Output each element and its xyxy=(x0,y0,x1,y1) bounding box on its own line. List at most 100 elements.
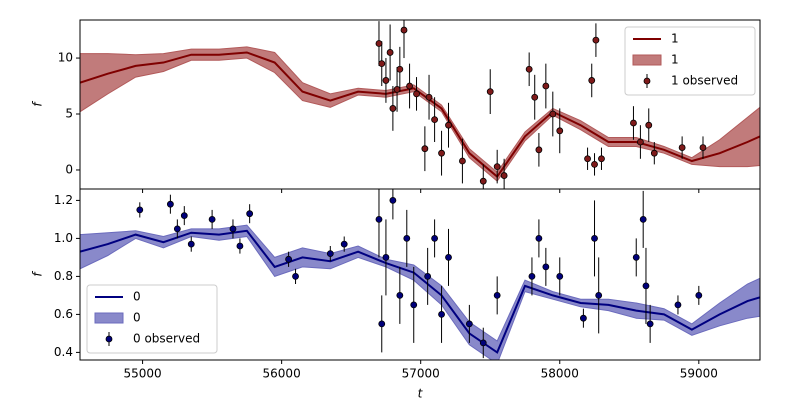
observed-point xyxy=(396,65,404,73)
legend-label: 0 observed xyxy=(133,332,200,346)
observed-point xyxy=(246,210,254,218)
observed-point xyxy=(406,82,413,90)
observed-point xyxy=(639,215,647,223)
observed-point xyxy=(389,105,397,112)
confidence-band xyxy=(80,46,760,182)
observed-point xyxy=(292,272,299,280)
observed-point xyxy=(695,291,703,299)
x-tick-label: 57000 xyxy=(402,367,440,381)
observed-point xyxy=(579,314,587,322)
legend: 1 1 1 observed xyxy=(624,26,756,96)
plot-area xyxy=(80,20,760,189)
y-axis-label: f xyxy=(31,271,45,277)
legend-label: 1 observed xyxy=(671,74,738,88)
observed-point xyxy=(493,291,501,299)
observed-point xyxy=(465,320,473,328)
observed-point xyxy=(187,240,195,248)
observed-point xyxy=(180,212,188,220)
plot-area xyxy=(80,189,760,360)
observed-point xyxy=(382,77,390,84)
observed-point xyxy=(403,234,411,242)
legend-marker xyxy=(105,335,113,343)
observed-point xyxy=(642,282,650,290)
observed-point xyxy=(598,155,605,163)
axes-frame xyxy=(79,188,761,361)
observed-point xyxy=(556,272,564,280)
observed-point xyxy=(173,225,181,233)
legend-label: 1 xyxy=(671,32,679,46)
observed-point xyxy=(632,253,640,261)
legend-marker xyxy=(643,77,651,85)
observed-point xyxy=(375,215,383,223)
observed-point xyxy=(535,234,543,242)
observed-point xyxy=(542,263,550,271)
observed-point xyxy=(479,339,487,347)
observed-point xyxy=(595,291,603,299)
observed-point xyxy=(525,65,533,73)
observed-point xyxy=(389,196,397,204)
observed-point xyxy=(535,146,543,154)
y-tick-label: 10 xyxy=(58,51,73,65)
observed-point xyxy=(166,200,174,208)
observed-point xyxy=(500,172,508,179)
y-tick-label: 0.4 xyxy=(54,345,73,359)
observed-point xyxy=(459,157,466,165)
observed-point xyxy=(326,250,334,258)
observed-point xyxy=(699,144,707,151)
observed-point xyxy=(375,40,383,47)
observed-point xyxy=(445,253,452,261)
observed-point xyxy=(549,110,557,118)
observed-point xyxy=(229,225,237,233)
observed-point xyxy=(425,93,433,101)
observed-point xyxy=(438,310,445,318)
x-tick-label: 58000 xyxy=(541,367,579,381)
y-tick-label: 0.8 xyxy=(54,269,73,283)
y-tick-label: 0 xyxy=(65,162,73,176)
observed-point xyxy=(285,255,292,263)
legend-label: 0 xyxy=(133,311,141,325)
observed-point xyxy=(236,242,244,250)
observed-point xyxy=(400,26,408,34)
observed-point xyxy=(645,121,653,129)
observed-point xyxy=(637,138,644,146)
observed-point xyxy=(486,88,494,96)
observed-point xyxy=(445,121,452,129)
y-tick-label: 1.0 xyxy=(54,231,73,245)
observed-point xyxy=(393,85,401,93)
observed-point xyxy=(340,240,348,248)
observed-point xyxy=(378,60,386,68)
legend-label: 1 xyxy=(671,53,679,67)
observed-point xyxy=(591,160,598,168)
legend: 0 0 0 observed xyxy=(86,284,218,354)
observed-point xyxy=(531,93,539,101)
observed-point xyxy=(584,155,591,163)
observed-point xyxy=(591,234,598,242)
observed-point xyxy=(646,320,654,328)
observed-point xyxy=(136,206,144,214)
observed-point xyxy=(479,177,487,185)
observed-point xyxy=(438,149,445,157)
y-tick-label: 0.6 xyxy=(54,307,73,321)
observed-point xyxy=(592,36,600,44)
observed-point xyxy=(431,116,439,124)
legend-box xyxy=(86,284,218,354)
legend-label: 0 xyxy=(133,290,141,304)
observed-point xyxy=(542,82,550,90)
observed-point xyxy=(421,145,429,153)
observed-point xyxy=(382,253,390,261)
observed-point xyxy=(410,301,418,309)
y-tick-label: 1.2 xyxy=(54,193,73,207)
y-tick-label: 5 xyxy=(65,107,73,121)
legend-band xyxy=(632,54,662,66)
observed-point xyxy=(396,291,404,299)
observed-point xyxy=(528,272,536,280)
legend-box xyxy=(624,26,756,96)
observed-point xyxy=(650,149,658,157)
x-tick-label: 55000 xyxy=(123,367,161,381)
observed-point xyxy=(431,234,439,242)
observed-point xyxy=(678,144,686,151)
observed-point xyxy=(588,77,596,84)
observed-point xyxy=(424,272,432,280)
observed-point xyxy=(630,119,637,127)
